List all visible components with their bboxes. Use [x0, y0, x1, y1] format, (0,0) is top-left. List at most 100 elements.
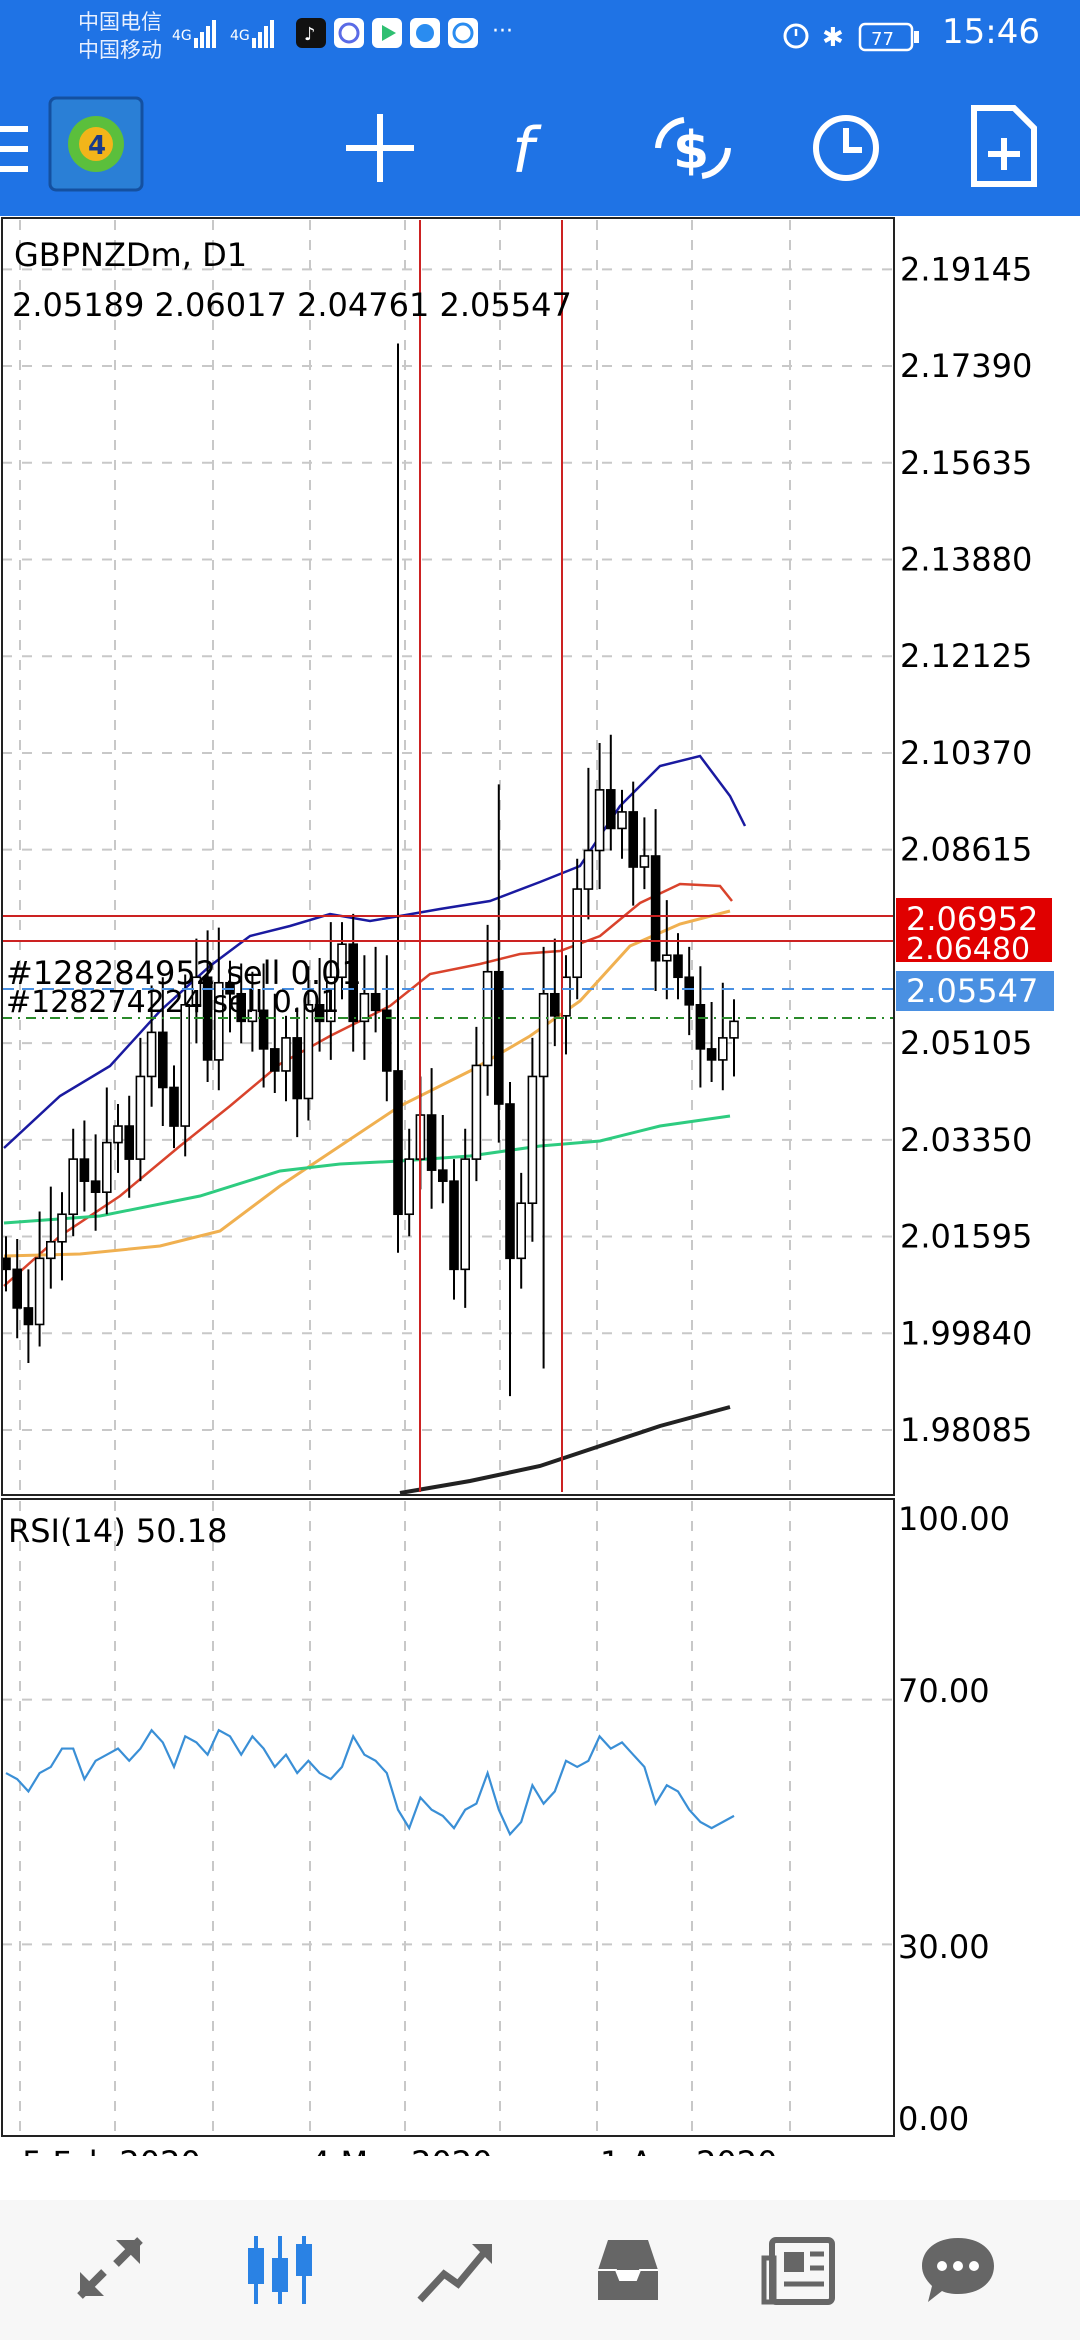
carrier-1: 中国电信: [78, 10, 162, 34]
candle-down: [684, 976, 695, 1006]
rsi-level: 0.00: [898, 2100, 969, 2138]
price-tick: 2.05105: [900, 1024, 1032, 1062]
candle-up: [135, 1075, 146, 1160]
ma-black: [399, 1405, 731, 1495]
ohlc-values: 2.05189 2.06017 2.04761 2.05547: [12, 286, 572, 324]
svg-text:4G: 4G: [172, 28, 192, 44]
price-tick: 2.13880: [900, 540, 1032, 578]
rsi-line: [5, 1728, 735, 1837]
order-label-1[interactable]: #128284952 sell 0.01: [6, 954, 362, 992]
price-tick: 2.17390: [900, 347, 1032, 385]
svg-text:✱: ✱: [822, 23, 844, 53]
date-label: 1 Apr 2020: [600, 2144, 778, 2156]
toolbar: 4 f $: [0, 80, 1080, 216]
indicators-icon[interactable]: f: [500, 108, 580, 188]
price-tick: 2.01595: [900, 1218, 1032, 1256]
candle-up: [594, 789, 605, 852]
candle-up: [661, 954, 672, 962]
trade-icon[interactable]: $: [648, 108, 738, 188]
candle-down: [158, 1031, 168, 1089]
candle-down: [258, 1009, 269, 1050]
clock: 15:46: [942, 12, 1040, 52]
candle-down: [449, 1180, 459, 1271]
candle-down: [348, 943, 359, 1023]
candle-down: [437, 1169, 448, 1182]
price-tick: 1.99840: [900, 1314, 1032, 1352]
candle-up: [359, 992, 370, 1023]
carrier-info: 中国电信 中国移动: [78, 8, 162, 64]
candle-down: [549, 992, 560, 1017]
quotes-icon[interactable]: [70, 2230, 150, 2310]
current-price-tag: [896, 971, 1054, 1011]
candle-down: [628, 811, 639, 868]
candle-down: [605, 789, 616, 830]
candle-down: [236, 992, 246, 1023]
app-logo[interactable]: 4: [48, 96, 144, 192]
candle-up: [214, 981, 224, 1061]
candle-down: [269, 1048, 280, 1072]
candle-up: [516, 1202, 527, 1260]
battery-level: 77: [871, 29, 894, 50]
news-tab-icon[interactable]: [760, 2230, 840, 2310]
carrier-2: 中国移动: [78, 38, 162, 62]
rsi-series-line: [5, 1728, 735, 1837]
price-chart[interactable]: GBPNZDm, D1 2.05189 2.06017 2.04761 2.05…: [0, 216, 1080, 2182]
chat-tab-icon[interactable]: [918, 2230, 998, 2310]
tag-high: [896, 898, 1052, 934]
candle-up: [113, 1125, 123, 1144]
history-tab-icon[interactable]: [588, 2230, 668, 2310]
date-label: 4 Mar 2020: [310, 2144, 493, 2156]
rsi-level: 100.00: [898, 1500, 1010, 1538]
candle-down: [505, 1103, 515, 1260]
rsi-label: RSI(14) 50.18: [8, 1512, 227, 1550]
candle-down: [23, 1307, 34, 1326]
new-order-icon[interactable]: [964, 104, 1044, 190]
candle-down: [650, 855, 661, 962]
crosshair-icon[interactable]: [340, 108, 420, 188]
main-panel-frame: [1, 217, 895, 1496]
candle-down: [393, 1070, 403, 1216]
date-label: 5 Feb 2020: [22, 2144, 201, 2156]
price-tick: 2.12125: [900, 637, 1032, 675]
candle-up: [572, 888, 583, 979]
candle-down: [1, 1257, 11, 1271]
chart-grid: [2, 220, 894, 2134]
price-tick: 1.98085: [900, 1411, 1032, 1449]
candle-down: [695, 1004, 706, 1050]
candle-up: [561, 976, 571, 1017]
svg-text:4: 4: [88, 131, 106, 161]
trade-tab-icon[interactable]: [414, 2230, 494, 2310]
candle-up: [68, 1158, 78, 1216]
candle-down: [314, 1004, 325, 1023]
rsi-level: 30.00: [898, 1928, 990, 1966]
rsi-panel-frame: [1, 1498, 895, 2137]
trade-lines: [2, 220, 894, 1492]
candle-up: [191, 976, 202, 1006]
order-label-2[interactable]: #128274224 sell 0.01: [6, 985, 340, 1020]
timeframe-icon[interactable]: [806, 108, 886, 188]
menu-icon[interactable]: [0, 122, 36, 176]
rsi-level: 70.00: [898, 1672, 990, 1710]
candle-up: [337, 943, 347, 979]
candle-up: [639, 855, 650, 868]
candle-up: [281, 1037, 291, 1072]
candle-down: [381, 1009, 392, 1072]
svg-text:4G: 4G: [230, 28, 250, 44]
candle-up: [102, 1141, 112, 1193]
candle-down: [673, 954, 683, 979]
chart-area[interactable]: GBPNZDm, D1 2.05189 2.06017 2.04761 2.05…: [0, 216, 1080, 2182]
candle-down: [426, 1114, 437, 1171]
candle-up: [471, 1064, 482, 1160]
candle-down: [370, 992, 381, 1012]
tag-mid-text: 2.06480: [906, 932, 1030, 967]
candle-down: [124, 1125, 134, 1160]
candle-down: [706, 1048, 717, 1061]
candle-up: [717, 1037, 728, 1061]
candles: [1, 343, 739, 1397]
candle-up: [583, 849, 594, 890]
svg-text:···: ···: [492, 19, 513, 44]
chart-tab-icon[interactable]: [240, 2230, 320, 2310]
tag-mid: [896, 934, 1052, 962]
svg-text:$: $: [673, 121, 709, 181]
candle-down: [12, 1268, 22, 1309]
